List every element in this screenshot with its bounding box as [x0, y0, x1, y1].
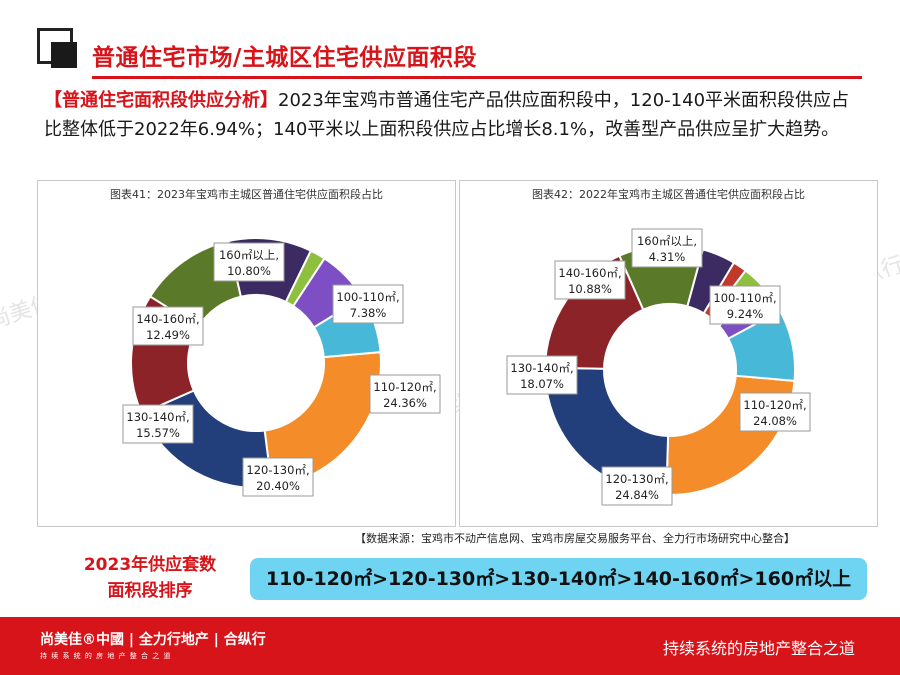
chart-caption: 图表41：2023年宝鸡市主城区普通住宅供应面积段占比 — [110, 188, 383, 201]
slice-label-box — [554, 260, 626, 300]
title-divider — [92, 76, 862, 79]
slice-label-box — [709, 285, 781, 325]
slice-label-category: 160㎡以上, — [637, 234, 697, 248]
slice-label-box — [369, 374, 441, 414]
slice-label: 120-130㎡, 24.84% — [601, 466, 673, 506]
chart-panel-2023: 图表41：2023年宝鸡市主城区普通住宅供应面积段占比 110-120㎡, 24.… — [37, 180, 456, 527]
chart-caption: 图表42：2022年宝鸡市主城区普通住宅供应面积段占比 — [532, 188, 805, 201]
slice-label-value: 7.38% — [350, 306, 387, 320]
ranking-title-line2: 面积段排序 — [107, 581, 193, 601]
slice-label-category: 110-120㎡, — [743, 398, 806, 412]
slice-label: 110-120㎡, 24.36% — [369, 374, 441, 414]
slice-label-value: 4.31% — [649, 250, 686, 264]
slice-label: 100-110㎡, 9.24% — [709, 285, 781, 325]
slice-label-category: 160㎡以上, — [219, 248, 279, 262]
slice-label-value: 10.80% — [227, 264, 271, 278]
slice-label-category: 140-160㎡, — [558, 266, 621, 280]
slice-label: 130-140㎡, 15.57% — [122, 404, 194, 444]
slice-label-box — [601, 466, 673, 506]
slice-label-value: 12.49% — [146, 328, 190, 342]
donut-slice — [726, 309, 796, 382]
footer-subtitle: 持 续 系 统 的 房 地 产 整 合 之 道 — [40, 652, 172, 660]
slice-label-value: 20.40% — [256, 479, 300, 493]
slice-label-box — [242, 457, 314, 497]
slice-label-category: 140-160㎡, — [136, 312, 199, 326]
slice-label-box — [739, 392, 811, 432]
slice-label: 110-120㎡, 24.08% — [739, 392, 811, 432]
slice-label-value: 24.84% — [615, 488, 659, 502]
slice-label-box — [631, 228, 703, 268]
slice-label: 140-160㎡, 12.49% — [132, 306, 204, 346]
slice-label-category: 120-130㎡, — [605, 472, 668, 486]
chart-panel-2022: 图表42：2022年宝鸡市主城区普通住宅供应面积段占比 110-120㎡, 24.… — [459, 180, 878, 527]
slice-label-category: 100-110㎡, — [336, 290, 399, 304]
slice-label: 160㎡以上, 4.31% — [631, 228, 703, 268]
slice-label-value: 15.57% — [136, 426, 180, 440]
slice-label-box — [332, 284, 404, 324]
slice-label: 140-160㎡, 10.88% — [554, 260, 626, 300]
slice-label-value: 24.36% — [383, 396, 427, 410]
slice-label-box — [506, 355, 578, 395]
slice-label: 130-140㎡, 18.07% — [506, 355, 578, 395]
slice-label-category: 130-140㎡, — [510, 361, 573, 375]
source-note: 【数据来源：宝鸡市不动产信息网、宝鸡市房屋交易服务平台、全力行市场研究中心整合】 — [355, 532, 795, 545]
slice-label-category: 100-110㎡, — [713, 291, 776, 305]
slice-label-box — [213, 242, 285, 282]
slice-label-category: 120-130㎡, — [246, 463, 309, 477]
slice-label: 100-110㎡, 7.38% — [332, 284, 404, 324]
donut-chart-2023: 110-120㎡,24.36%120-130㎡,20.40%130-140㎡,1… — [122, 237, 441, 497]
slice-label-value: 24.08% — [753, 414, 797, 428]
slice-label-value: 18.07% — [520, 377, 564, 391]
intro-tag: 【普通住宅面积段供应分析】 — [44, 90, 278, 111]
slice-label-category: 110-120㎡, — [373, 380, 436, 394]
ranking-title-line1: 2023年供应套数 — [83, 555, 217, 575]
logo-mark-icon — [37, 28, 79, 70]
footer-slogan: 持续系统的房地产整合之道 — [662, 639, 855, 658]
slice-label: 160㎡以上, 10.80% — [213, 242, 285, 282]
slice-label-value: 9.24% — [727, 307, 764, 321]
intro-text: 2023年宝鸡市普通住宅产品供应面积段中，120-140平米面积段供应占比整体低… — [44, 90, 850, 140]
intro-paragraph: 【普通住宅面积段供应分析】2023年宝鸡市普通住宅产品供应面积段中，120-14… — [44, 86, 864, 144]
footer-bar: 尚美佳®中國 | 全力行地产 | 合纵行 持 续 系 统 的 房 地 产 整 合… — [0, 617, 900, 675]
slice-label-category: 130-140㎡, — [126, 410, 189, 424]
page-title: 普通住宅市场/主城区住宅供应面积段 — [92, 45, 477, 71]
slice-label-box — [132, 306, 204, 346]
footer-brand: 尚美佳®中國 | 全力行地产 | 合纵行 — [40, 632, 266, 648]
ranking-title: 2023年供应套数 面积段排序 — [55, 552, 245, 604]
ranking-order-bar: 110-120㎡>120-130㎡>130-140㎡>140-160㎡>160㎡… — [250, 558, 867, 600]
slice-label-value: 10.88% — [568, 282, 612, 296]
slice-label: 120-130㎡, 20.40% — [242, 457, 314, 497]
donut-chart-2022: 110-120㎡,24.08%120-130㎡,24.84%130-140㎡,1… — [506, 228, 811, 506]
slice-label-box — [122, 404, 194, 444]
